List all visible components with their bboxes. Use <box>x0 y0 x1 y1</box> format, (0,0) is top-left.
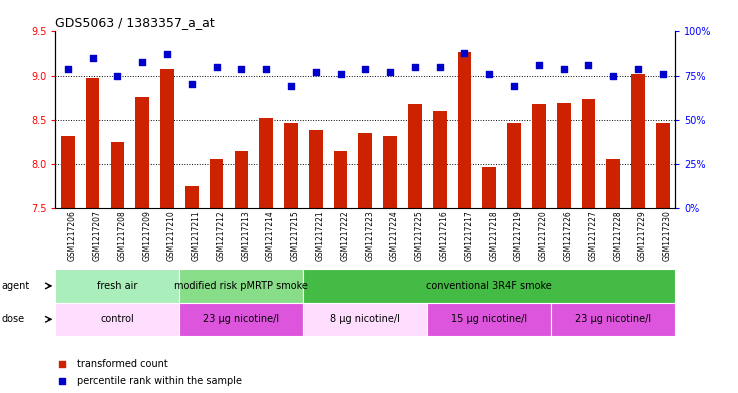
Point <box>310 69 322 75</box>
Point <box>285 83 297 90</box>
Bar <box>135 97 149 208</box>
Point <box>137 59 148 65</box>
Text: transformed count: transformed count <box>77 358 168 369</box>
Text: GSM1217214: GSM1217214 <box>266 210 275 261</box>
Text: 8 μg nicotine/l: 8 μg nicotine/l <box>331 314 400 324</box>
Text: 23 μg nicotine/l: 23 μg nicotine/l <box>575 314 652 324</box>
Bar <box>179 303 303 336</box>
Point <box>607 73 619 79</box>
Text: 15 μg nicotine/l: 15 μg nicotine/l <box>451 314 528 324</box>
Text: GSM1217215: GSM1217215 <box>291 210 300 261</box>
Bar <box>210 159 224 208</box>
Bar <box>507 123 521 208</box>
Bar <box>185 186 199 208</box>
Text: GSM1217224: GSM1217224 <box>390 210 399 261</box>
Text: percentile rank within the sample: percentile rank within the sample <box>77 376 242 386</box>
Bar <box>582 99 596 208</box>
Point <box>62 65 74 72</box>
Point <box>508 83 520 90</box>
Text: GSM1217217: GSM1217217 <box>464 210 474 261</box>
Text: GSM1217226: GSM1217226 <box>564 210 573 261</box>
Text: dose: dose <box>1 314 24 324</box>
Bar <box>631 74 645 208</box>
Text: 23 μg nicotine/l: 23 μg nicotine/l <box>203 314 280 324</box>
Text: GSM1217223: GSM1217223 <box>365 210 374 261</box>
Bar <box>160 70 173 208</box>
Text: GSM1217216: GSM1217216 <box>440 210 449 261</box>
Text: GSM1217221: GSM1217221 <box>316 210 325 261</box>
Point <box>55 378 67 384</box>
Point <box>434 64 446 70</box>
Bar <box>61 136 75 208</box>
Text: agent: agent <box>1 281 30 291</box>
Bar <box>235 151 248 208</box>
Bar <box>86 78 100 208</box>
Point <box>86 55 98 61</box>
Text: GDS5063 / 1383357_a_at: GDS5063 / 1383357_a_at <box>55 16 215 29</box>
Point <box>409 64 421 70</box>
Bar <box>359 133 372 208</box>
Point <box>558 65 570 72</box>
Bar <box>551 303 675 336</box>
Text: GSM1217227: GSM1217227 <box>588 210 598 261</box>
Bar <box>427 303 551 336</box>
Bar <box>532 104 545 208</box>
Bar <box>383 136 397 208</box>
Text: GSM1217208: GSM1217208 <box>117 210 126 261</box>
Bar <box>259 118 273 208</box>
Point <box>582 62 594 68</box>
Point <box>235 65 247 72</box>
Point <box>483 71 495 77</box>
Text: GSM1217228: GSM1217228 <box>613 210 622 261</box>
Bar <box>303 303 427 336</box>
Text: modified risk pMRTP smoke: modified risk pMRTP smoke <box>174 281 308 291</box>
Bar <box>607 159 620 208</box>
Bar <box>483 167 496 208</box>
Point <box>384 69 396 75</box>
Point <box>210 64 222 70</box>
Text: GSM1217206: GSM1217206 <box>68 210 77 261</box>
Text: GSM1217212: GSM1217212 <box>216 210 226 261</box>
Point <box>111 73 123 79</box>
Bar <box>334 151 348 208</box>
Point <box>632 65 644 72</box>
Text: GSM1217218: GSM1217218 <box>489 210 498 261</box>
Point <box>55 360 67 367</box>
Point <box>359 65 371 72</box>
Text: GSM1217213: GSM1217213 <box>241 210 250 261</box>
Bar <box>284 123 297 208</box>
Point <box>334 71 346 77</box>
Text: conventional 3R4F smoke: conventional 3R4F smoke <box>427 281 552 291</box>
Text: GSM1217207: GSM1217207 <box>92 210 102 261</box>
Bar <box>55 303 179 336</box>
Point <box>186 81 198 88</box>
Text: GSM1217230: GSM1217230 <box>663 210 672 261</box>
Text: GSM1217229: GSM1217229 <box>638 210 647 261</box>
Text: GSM1217211: GSM1217211 <box>192 210 201 261</box>
Bar <box>303 269 675 303</box>
Point <box>533 62 545 68</box>
Point <box>161 51 173 57</box>
Bar <box>408 104 421 208</box>
Text: GSM1217222: GSM1217222 <box>340 210 350 261</box>
Bar <box>656 123 669 208</box>
Bar <box>55 269 179 303</box>
Bar <box>309 130 323 208</box>
Text: control: control <box>100 314 134 324</box>
Bar <box>179 269 303 303</box>
Bar <box>111 142 124 208</box>
Text: fresh air: fresh air <box>97 281 137 291</box>
Point <box>458 50 470 56</box>
Text: GSM1217219: GSM1217219 <box>514 210 523 261</box>
Bar <box>557 103 570 208</box>
Point <box>261 65 272 72</box>
Bar <box>458 52 472 208</box>
Text: GSM1217209: GSM1217209 <box>142 210 151 261</box>
Text: GSM1217210: GSM1217210 <box>167 210 176 261</box>
Point <box>657 71 669 77</box>
Bar <box>433 111 446 208</box>
Text: GSM1217220: GSM1217220 <box>539 210 548 261</box>
Text: GSM1217225: GSM1217225 <box>415 210 424 261</box>
